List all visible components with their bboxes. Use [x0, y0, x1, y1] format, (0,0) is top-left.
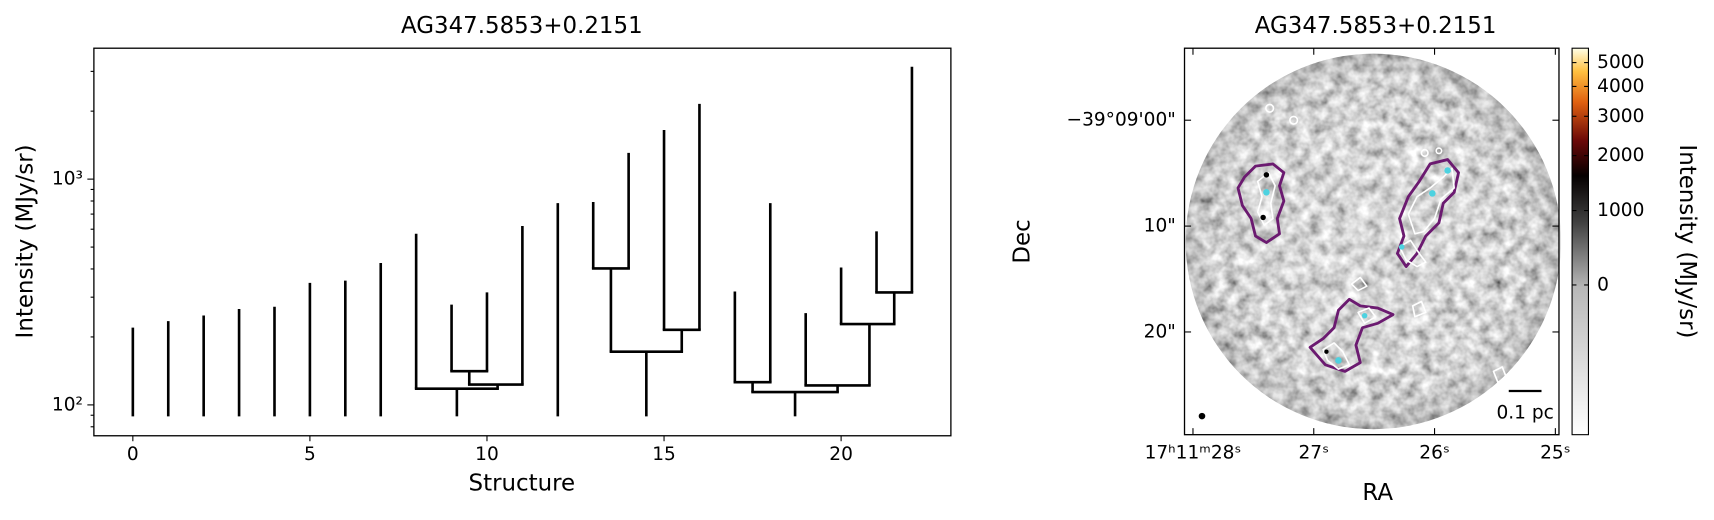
y-tick-label: 10² [52, 394, 83, 415]
ra-tick-label: 25ˢ [1540, 443, 1571, 464]
x-tick-label: 20 [829, 444, 853, 465]
y-axis-label: Intensity (MJy/sr) [13, 144, 39, 338]
dec-label: Dec [1009, 219, 1035, 263]
colorbar-label: Intensity (MJy/sr) [1674, 144, 1700, 338]
colorbar [1571, 47, 1589, 436]
dec-tick-label: 20" [1144, 321, 1176, 342]
colorbar-tick-label: 4000 [1597, 76, 1644, 97]
dendrogram-plot: 0 5 10 15 20 10² 10³ [52, 66, 914, 465]
beam [1198, 412, 1206, 420]
ra-tick-label: 26ˢ [1419, 443, 1450, 464]
scale-bar-label: 0.1 pc [1496, 402, 1553, 423]
y-tick-label: 10³ [52, 169, 83, 190]
left-frame [93, 47, 952, 437]
colorbar-tick-label: 0 [1597, 274, 1609, 295]
ra-tick-label: 17ʰ11ᵐ28ˢ [1145, 443, 1242, 464]
x-tick-label: 5 [304, 444, 316, 465]
colorbar-tick-label: 1000 [1597, 200, 1644, 221]
image-axes: 17ʰ11ᵐ28ˢ 27ˢ 26ˢ 25ˢ −39°09'00" 10" 20" 0 1000 2… [1067, 48, 1644, 464]
x-tick-label: 0 [127, 444, 139, 465]
colorbar-tick-label: 5000 [1597, 52, 1644, 73]
ra-label: RA [1362, 480, 1393, 506]
colorbar-tick-label: 2000 [1597, 145, 1644, 166]
left-title: AG347.5853+0.2151 [401, 13, 643, 39]
sky-image [1184, 48, 1562, 435]
x-tick-label: 10 [475, 444, 499, 465]
right-frame [1183, 47, 1560, 436]
dec-tick-label: 10" [1144, 216, 1176, 237]
colorbar-tick-label: 3000 [1597, 106, 1644, 127]
ra-tick-label: 27ˢ [1298, 443, 1329, 464]
x-axis-label: Structure [469, 470, 576, 496]
x-tick-label: 15 [652, 444, 676, 465]
right-title: AG347.5853+0.2151 [1255, 13, 1497, 39]
dec-tick-label: −39°09'00" [1067, 110, 1176, 131]
